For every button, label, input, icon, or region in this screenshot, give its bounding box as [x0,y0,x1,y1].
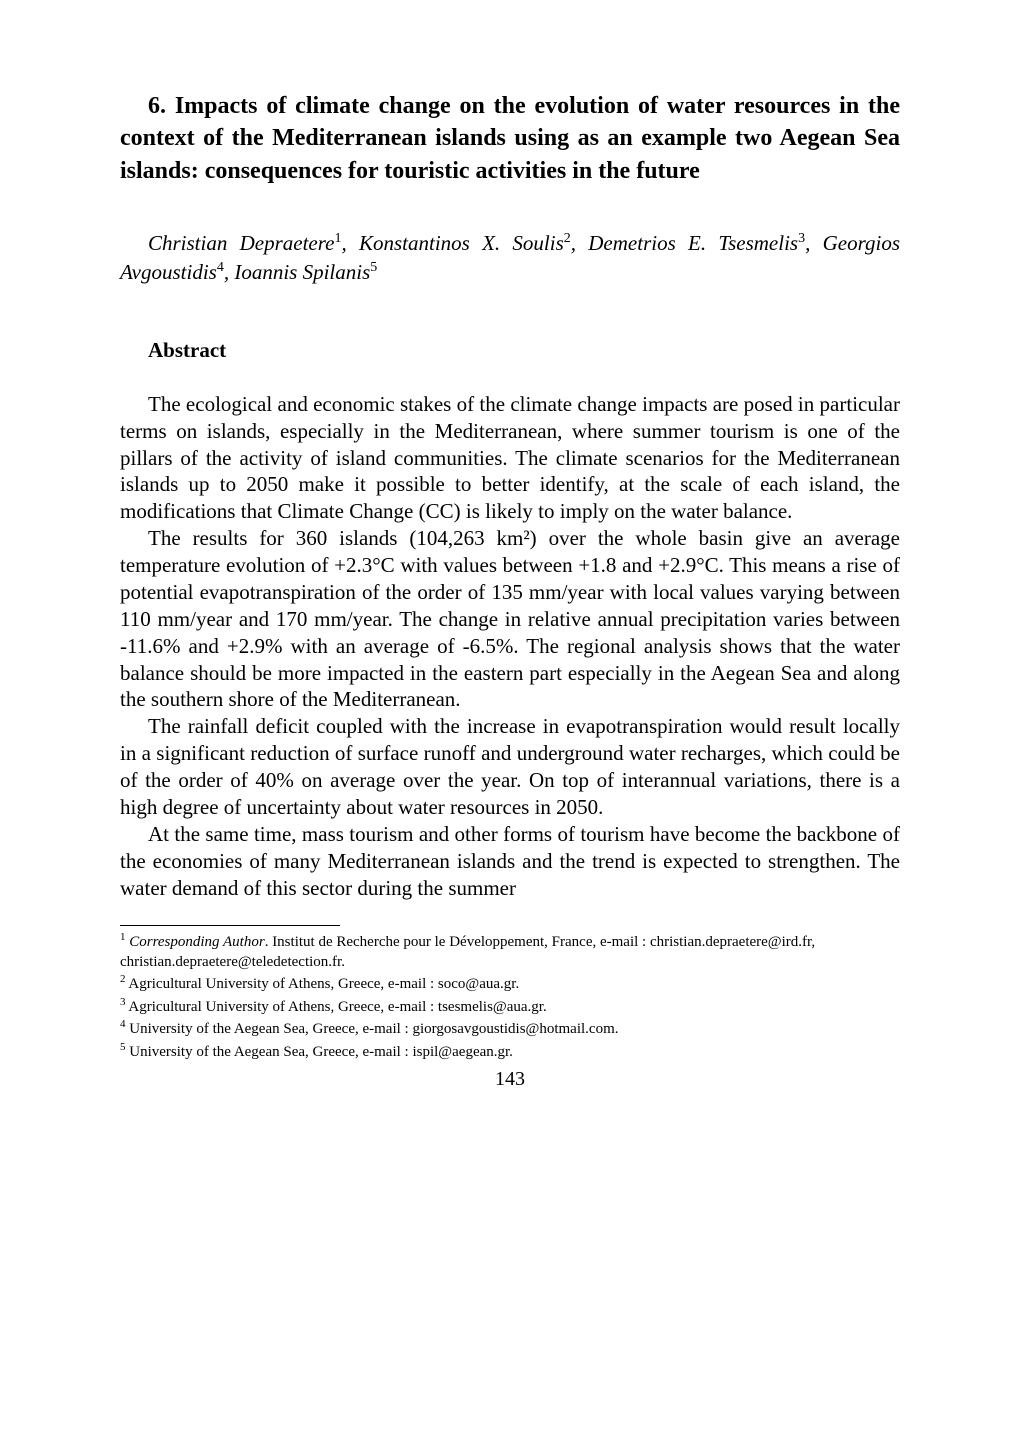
page-number: 143 [120,1068,900,1091]
footnote-block: 1 Corresponding Author. Institut de Rech… [120,930,900,1062]
footnote: 4 University of the Aegean Sea, Greece, … [120,1017,900,1040]
footnote-text: Agricultural University of Athens, Greec… [126,976,520,992]
author-affil-sup: 5 [370,260,377,275]
footnote-text: University of the Aegean Sea, Greece, e-… [126,1044,513,1060]
author-affil-sup: 4 [217,260,224,275]
abstract-paragraph: The ecological and economic stakes of th… [120,391,900,525]
footnote: 2 Agricultural University of Athens, Gre… [120,972,900,995]
author-name: , Konstantinos X. Soulis [341,231,563,255]
author-affil-sup: 2 [564,231,571,246]
footnote-text: University of the Aegean Sea, Greece, e-… [126,1021,619,1037]
abstract-paragraph: The rainfall deficit coupled with the in… [120,713,900,821]
footnote-separator [120,925,340,926]
chapter-title: 6. Impacts of climate change on the evol… [120,90,900,187]
abstract-body: The ecological and economic stakes of th… [120,391,900,902]
author-name: Christian Depraetere [148,231,334,255]
footnote: 1 Corresponding Author. Institut de Rech… [120,930,900,972]
author-name: , Ioannis Spilanis [224,260,370,284]
author-list: Christian Depraetere1, Konstantinos X. S… [120,229,900,286]
abstract-paragraph: The results for 360 islands (104,263 km²… [120,525,900,713]
footnote: 3 Agricultural University of Athens, Gre… [120,995,900,1018]
footnote-text: Agricultural University of Athens, Greec… [126,999,547,1015]
footnote: 5 University of the Aegean Sea, Greece, … [120,1040,900,1063]
abstract-paragraph: At the same time, mass tourism and other… [120,821,900,902]
footnote-label: Corresponding Author [129,934,264,950]
author-name: , Demetrios E. Tsesmelis [571,231,798,255]
footnote-number: 1 [120,931,126,943]
abstract-heading: Abstract [120,338,900,363]
